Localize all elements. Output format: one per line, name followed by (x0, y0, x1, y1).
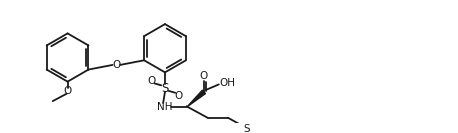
Text: O: O (175, 91, 183, 101)
Text: NH: NH (157, 102, 173, 112)
Text: S: S (161, 82, 169, 95)
Text: O: O (200, 71, 208, 81)
Text: O: O (147, 76, 155, 86)
Text: S: S (243, 124, 250, 133)
Text: OH: OH (219, 78, 235, 88)
Text: O: O (64, 86, 72, 96)
Text: O: O (112, 60, 120, 70)
Polygon shape (187, 90, 206, 107)
